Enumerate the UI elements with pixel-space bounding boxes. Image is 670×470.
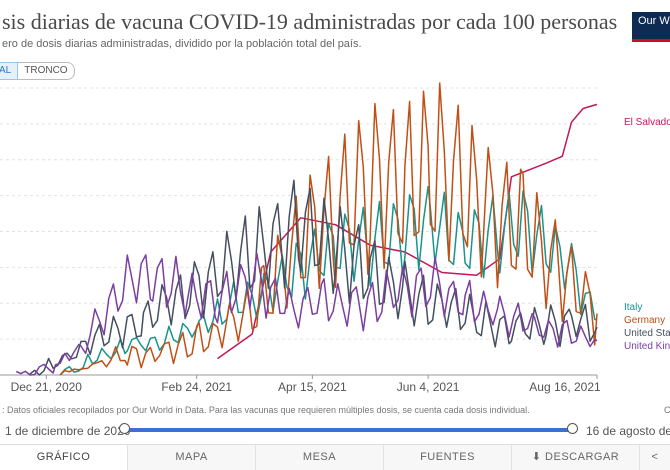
owid-logo[interactable]: Our World in Data xyxy=(632,12,670,42)
timeline-start-handle[interactable] xyxy=(119,423,130,434)
download-label: DESCARGAR xyxy=(545,451,620,463)
series-label-united-states[interactable]: United States xyxy=(624,328,670,339)
timeline-end-label: 16 de agosto de 2021 xyxy=(586,424,670,438)
share-icon: < xyxy=(651,451,659,463)
tab-map[interactable]: MAPA xyxy=(128,445,256,470)
tab-table[interactable]: MESA xyxy=(256,445,384,470)
tab-chart[interactable]: GRÁFICO xyxy=(0,445,128,470)
x-tick-label: Jun 4, 2021 xyxy=(397,380,460,394)
x-tick-label: Apr 15, 2021 xyxy=(278,380,347,394)
timeline-slider-track[interactable] xyxy=(125,428,573,432)
tab-download[interactable]: ⬇ DESCARGAR xyxy=(512,445,640,470)
linear-scale-button[interactable]: AL xyxy=(0,62,19,80)
series-line-germany[interactable] xyxy=(59,82,598,376)
series-label-el-salvador[interactable]: El Salvador xyxy=(624,117,670,128)
share-button[interactable]: < xyxy=(640,445,670,470)
line-chart: Dec 21, 2020 Feb 24, 2021 Apr 15, 2021 Jun … xyxy=(0,82,670,394)
source-note-right: C xyxy=(664,405,670,415)
download-icon: ⬇ xyxy=(531,451,542,463)
series-line-united-states[interactable] xyxy=(29,179,598,376)
series-line-el-salvador[interactable] xyxy=(217,103,598,360)
series-line-united-kingdom[interactable] xyxy=(15,252,598,376)
timeline-end-handle[interactable] xyxy=(567,423,578,434)
timeline-start-label: 1 de diciembre de 2020 xyxy=(5,424,131,438)
x-tick-label: Dec 21, 2020 xyxy=(11,380,83,394)
x-tick-label: Feb 24, 2021 xyxy=(161,380,232,394)
scale-toggle: AL TRONCO xyxy=(0,62,75,80)
log-scale-button[interactable]: TRONCO xyxy=(18,62,75,80)
series-label-united-kingdom[interactable]: United Kingdom xyxy=(624,341,670,352)
series-label-italy[interactable]: Italy xyxy=(624,302,642,313)
bottom-tab-bar: GRÁFICO MAPA MESA FUENTES ⬇ DESCARGAR < xyxy=(0,444,670,470)
chart-title: sis diarias de vacuna COVID-19 administr… xyxy=(2,9,618,34)
x-tick-label: Aug 16, 2021 xyxy=(529,380,601,394)
series-label-germany[interactable]: Germany xyxy=(624,315,665,326)
source-note: : Datos oficiales recopilados por Our Wo… xyxy=(2,405,530,415)
chart-subtitle: ero de dosis diarias administradas, divi… xyxy=(2,38,362,50)
series-line-italy[interactable] xyxy=(59,185,598,376)
tab-sources[interactable]: FUENTES xyxy=(384,445,512,470)
